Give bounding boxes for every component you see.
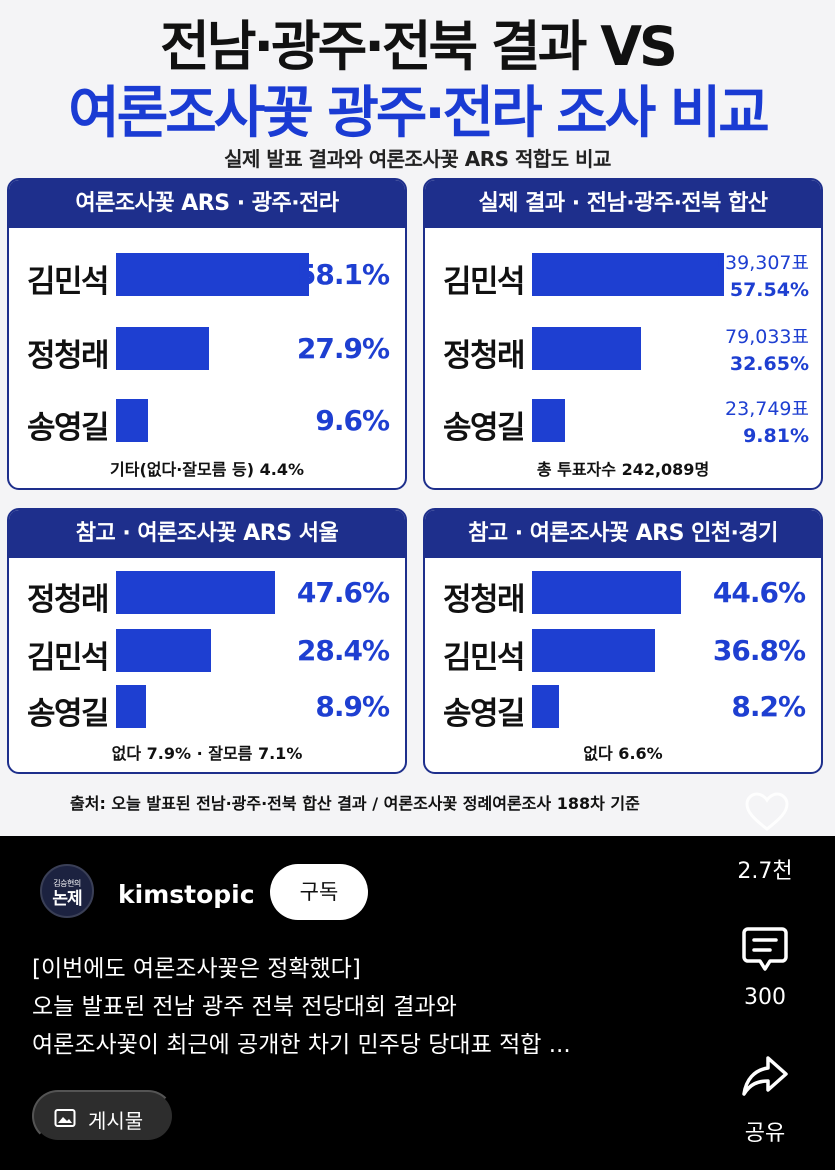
vote-percent: 8.2%	[731, 690, 806, 723]
candidate-name: 송영길	[27, 410, 110, 446]
candidate-row: 정청래 47.6%	[9, 566, 405, 626]
panel-title: 참고 · 여론조사꽃 ARS 서울	[9, 510, 405, 558]
vote-percent: 9.81%	[743, 425, 809, 447]
vote-bar	[532, 685, 560, 728]
vote-bar	[116, 571, 275, 614]
posts-button[interactable]: 게시물	[32, 1090, 174, 1142]
vote-percent: 58.1%	[296, 258, 390, 291]
vote-values: 139,307표 57.54%	[713, 250, 809, 304]
vote-bar	[116, 399, 148, 442]
vote-values: 79,033표 32.65%	[725, 324, 809, 378]
candidate-row: 정청래 79,033표 32.65%	[425, 322, 821, 382]
vote-percent: 36.8%	[712, 634, 806, 667]
post-description[interactable]: [이번에도 여론조사꽃은 정확했다] 오늘 발표된 전남 광주 전북 전당대회 …	[32, 950, 712, 1064]
candidate-name: 정청래	[27, 582, 110, 618]
candidate-name: 김민석	[27, 264, 110, 300]
vote-bar	[532, 327, 641, 370]
panel-footer: 총 투표자수 242,089명	[536, 460, 710, 479]
avatar-top-text: 김승현의	[53, 879, 81, 888]
candidate-name: 김민석	[27, 640, 110, 676]
posts-button-label: 게시물	[88, 1111, 144, 1133]
infographic-subtitle: 실제 발표 결과와 여론조사꽃 ARS 적합도 비교	[224, 147, 611, 171]
vote-percent: 32.65%	[729, 353, 809, 375]
candidate-row: 정청래 27.9%	[9, 322, 405, 382]
description-line: 여론조사꽃이 최근에 공개한 차기 민주당 당대표 적합 ...	[32, 1032, 571, 1058]
like-count: 2.7천	[737, 859, 793, 884]
vote-values: 23,749표 9.81%	[725, 396, 809, 450]
vote-percent: 9.6%	[315, 404, 390, 437]
candidate-row: 김민석 28.4%	[9, 624, 405, 684]
vote-bar	[116, 327, 209, 370]
candidate-name: 송영길	[443, 410, 526, 446]
candidate-name: 송영길	[27, 696, 110, 732]
infographic-title-line1: 전남·광주·전북 결과 VS	[160, 15, 678, 78]
candidate-row: 송영길 8.2%	[425, 680, 821, 740]
vote-percent: 44.6%	[712, 576, 806, 609]
candidate-row: 김민석 36.8%	[425, 624, 821, 684]
heart-icon[interactable]	[744, 792, 790, 832]
vote-count: 79,033표	[725, 326, 809, 348]
avatar[interactable]: 김승현의 논제	[40, 864, 94, 918]
channel-name[interactable]: kimstopic	[118, 880, 255, 909]
vote-bar	[532, 629, 655, 672]
share-label[interactable]: 공유	[744, 1121, 786, 1146]
vote-percent: 8.9%	[315, 690, 390, 723]
share-icon[interactable]	[740, 1052, 790, 1100]
candidate-row: 송영길 8.9%	[9, 680, 405, 740]
subscribe-button[interactable]: 구독	[270, 864, 368, 920]
description-line: [이번에도 여론조사꽃은 정확했다]	[32, 956, 361, 982]
description-line: 오늘 발표된 전남 광주 전북 전당대회 결과와	[32, 994, 457, 1020]
comment-count: 300	[744, 985, 786, 1010]
candidate-row: 김민석 58.1%	[9, 248, 405, 308]
vote-bar	[532, 399, 565, 442]
vote-count: 139,307표	[712, 252, 809, 274]
vote-bar	[116, 629, 211, 672]
vote-count: 23,749표	[725, 398, 809, 420]
avatar-main-text: 논제	[52, 889, 82, 909]
panel-title: 여론조사꽃 ARS · 광주·전라	[9, 180, 405, 228]
comment-icon[interactable]	[740, 925, 790, 973]
candidate-name: 송영길	[443, 696, 526, 732]
candidate-name: 김민석	[443, 264, 526, 300]
panel-title: 실제 결과 · 전남·광주·전북 합산	[425, 180, 821, 228]
panel-title: 참고 · 여론조사꽃 ARS 인천·경기	[425, 510, 821, 558]
vote-percent: 27.9%	[296, 332, 390, 365]
infographic-image: 전남·광주·전북 결과 VS 여론조사꽃 광주·전라 조사 비교 실제 발표 결…	[0, 0, 835, 836]
panel-footer: 없다 6.6%	[583, 744, 663, 763]
candidate-name: 정청래	[443, 582, 526, 618]
panel-footer: 없다 7.9% · 잘모름 7.1%	[111, 744, 303, 763]
vote-percent: 57.54%	[729, 279, 809, 301]
candidate-row: 송영길 23,749표 9.81%	[425, 394, 821, 454]
vote-bar	[116, 253, 310, 296]
candidate-row: 정청래 44.6%	[425, 566, 821, 626]
candidate-name: 정청래	[27, 338, 110, 374]
vote-bar	[532, 253, 724, 296]
candidate-row: 송영길 9.6%	[9, 394, 405, 454]
image-icon	[54, 1109, 76, 1127]
candidate-row: 김민석 139,307표 57.54%	[425, 248, 821, 308]
vote-percent: 28.4%	[296, 634, 390, 667]
vote-bar	[116, 685, 146, 728]
candidate-name: 정청래	[443, 338, 526, 374]
vote-bar	[532, 571, 681, 614]
vote-percent: 47.6%	[296, 576, 390, 609]
infographic-source: 출처: 오늘 발표된 전남·광주·전북 합산 결과 / 여론조사꽃 정례여론조사…	[70, 794, 640, 813]
infographic-title-line2: 여론조사꽃 광주·전라 조사 비교	[68, 81, 770, 146]
panel-footer: 기타(없다·잘모름 등) 4.4%	[110, 460, 304, 479]
candidate-name: 김민석	[443, 640, 526, 676]
